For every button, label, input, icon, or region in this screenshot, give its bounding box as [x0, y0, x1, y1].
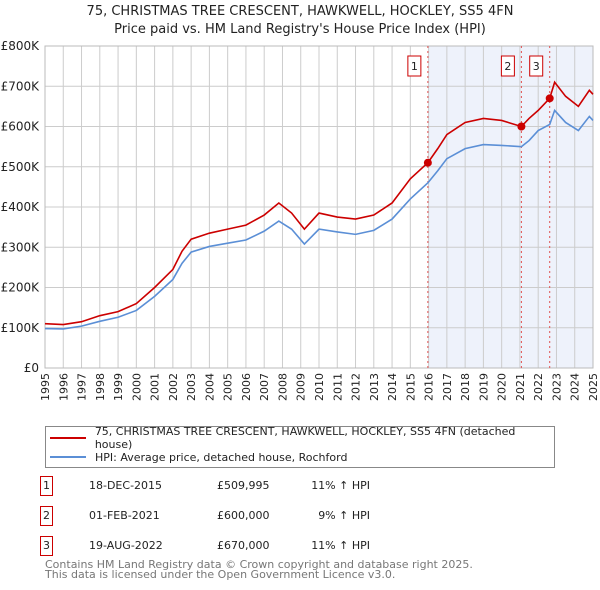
y-tick-label: £600K	[1, 120, 41, 134]
sale-date: 19-AUG-2022	[89, 539, 163, 552]
x-tick-label: 1998	[94, 373, 107, 401]
sale-marker-box: 3	[40, 536, 53, 556]
x-tick-label: 2025	[587, 373, 600, 401]
sale-price: £509,995	[217, 479, 270, 492]
footer-line-2: This data is licensed under the Open Gov…	[45, 568, 396, 581]
x-tick-label: 2008	[276, 373, 289, 401]
x-tick-label: 2012	[350, 373, 363, 401]
footer-line-1: Contains HM Land Registry data © Crown c…	[45, 558, 473, 571]
x-tick-label: 2015	[404, 373, 417, 401]
x-tick-label: 2004	[203, 373, 216, 401]
x-tick-label: 2003	[185, 373, 198, 401]
x-tick-label: 2005	[222, 373, 235, 401]
x-tick-label: 2018	[459, 373, 472, 401]
x-tick-label: 2014	[386, 373, 399, 401]
sale-hpi-diff: 11% ↑ HPI	[311, 479, 370, 492]
sale-point	[423, 158, 432, 167]
x-tick-label: 1997	[76, 373, 89, 401]
x-tick-label: 1999	[112, 373, 125, 401]
sale-date: 18-DEC-2015	[89, 479, 163, 492]
sale-point	[545, 94, 554, 103]
chart-subtitle: Price paid vs. HM Land Registry's House …	[114, 22, 486, 37]
sale-point	[517, 122, 526, 131]
x-tick-label: 2021	[514, 373, 527, 401]
sale-price: £670,000	[217, 539, 270, 552]
x-tick-label: 2017	[441, 373, 454, 401]
x-tick-label: 2001	[149, 373, 162, 401]
legend-property-line	[50, 437, 86, 439]
sale-label-box	[407, 55, 422, 77]
sale-price: £600,000	[217, 509, 270, 522]
legend: 75, CHRISTMAS TREE CRESCENT, HAWKWELL, H…	[45, 425, 555, 468]
x-tick-label: 2020	[496, 373, 509, 401]
y-tick-label: £300K	[1, 240, 41, 254]
y-tick-label: £800K	[1, 39, 41, 53]
x-tick-label: 2024	[569, 373, 582, 401]
property-line	[44, 80, 594, 326]
y-tick-label: £200K	[1, 281, 41, 295]
sale-hpi-diff: 11% ↑ HPI	[311, 539, 370, 552]
x-tick-label: 2022	[532, 373, 545, 401]
y-tick-label: £0	[24, 361, 39, 375]
x-tick-label: 1995	[39, 373, 52, 401]
x-tick-label: 2019	[477, 373, 490, 401]
legend-hpi-label: HPI: Average price, detached house, Roch…	[95, 450, 348, 464]
sale-label: 1	[411, 60, 418, 73]
x-tick-label: 2009	[295, 373, 308, 401]
y-tick-label: £100K	[1, 321, 41, 335]
y-tick-label: £500K	[1, 160, 41, 174]
plot-frame	[44, 45, 594, 369]
plot-area: 1995 1996 1997 1998 1999 2000 2001 2002 2003 2004…	[1, 39, 600, 401]
chart-title: 75, CHRISTMAS TREE CRESCENT, HAWKWELL, H…	[86, 4, 514, 19]
x-tick-label: 1996	[57, 373, 70, 401]
x-tick-label: 2006	[240, 373, 253, 401]
x-tick-label: 2016	[423, 373, 436, 401]
sale-label: 3	[533, 60, 540, 73]
x-tick-label: 2007	[258, 373, 271, 401]
x-tick-label: 2023	[550, 373, 563, 401]
x-tick-label: 2013	[368, 373, 381, 401]
x-tick-label: 2011	[331, 373, 344, 401]
legend-hpi-line	[50, 456, 86, 458]
sale-marker-box: 2	[40, 506, 53, 526]
x-tick-label: 2002	[167, 373, 180, 401]
legend-property-label: 75, CHRISTMAS TREE CRESCENT, HAWKWELL, H…	[94, 425, 516, 451]
y-tick-label: £400K	[1, 200, 41, 214]
sale-label-box	[529, 55, 544, 77]
sale-label: 2	[504, 60, 511, 73]
sale-date: 01-FEB-2021	[89, 509, 160, 522]
footer: Contains HM Land Registry data © Crown c…	[45, 558, 473, 581]
x-tick-label: 2010	[313, 373, 326, 401]
y-tick-label: £700K	[1, 79, 41, 93]
x-tick-label: 2000	[130, 373, 143, 401]
sale-hpi-diff: 9% ↑ HPI	[318, 509, 370, 522]
hpi-line	[44, 108, 594, 330]
sale-marker-box: 1	[40, 476, 53, 496]
sale-label-box	[500, 55, 515, 77]
